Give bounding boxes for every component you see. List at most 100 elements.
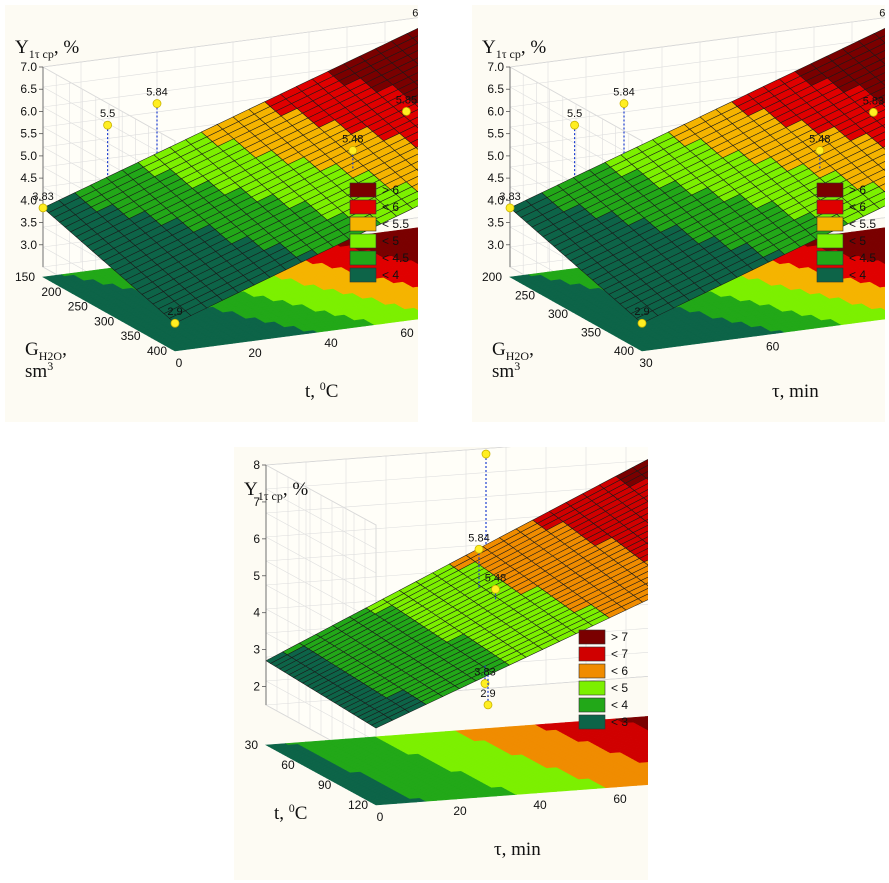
point-label: 5.84	[468, 532, 489, 544]
point-label: 3.83	[499, 191, 520, 203]
y-tick-label: 120	[348, 798, 368, 812]
legend-swatch	[578, 714, 606, 730]
y-tick-label: 400	[614, 344, 634, 358]
legend-label: < 6	[611, 664, 628, 678]
point-label: 2.9	[634, 306, 649, 318]
y-tick-label: 300	[94, 314, 114, 328]
y-tick-label: 350	[121, 329, 141, 343]
y-axis-unit: sm3	[492, 359, 520, 382]
y-tick-label: 60	[281, 758, 295, 772]
y-axis: 30 60 90 120	[245, 738, 369, 812]
z-tick-label: 3.0	[20, 238, 37, 252]
legend-label: < 7	[611, 647, 628, 661]
z-tick-label: 4	[253, 606, 260, 620]
y-axis-title: GH2O,	[492, 339, 534, 363]
z-tick-label: 8	[253, 458, 260, 472]
point-label: 2.9	[480, 688, 495, 700]
point-label: 6.83	[412, 8, 418, 20]
data-point	[103, 120, 112, 130]
y-axis: 150 200 250 300 350 400	[15, 270, 167, 358]
z-tick-label: 3.0	[487, 238, 504, 252]
z-tick-label: 2	[253, 680, 260, 694]
surface-svg: 3.03.54.04.55.05.56.06.57.00204060801001…	[15, 8, 418, 402]
point-label: 5.85	[475, 447, 496, 449]
x-axis-title: t, 0C	[305, 379, 338, 402]
legend-label: < 4	[849, 268, 866, 282]
y-tick-label: 250	[68, 300, 88, 314]
observation-points: 5.5 5.84 3.83 2.9 5.48 5.83 6.83	[499, 8, 885, 328]
z-tick-label: 6.5	[487, 82, 504, 96]
x-tick-label: 0	[377, 810, 384, 824]
y-tick-label: 350	[581, 326, 601, 340]
legend-label: < 3	[611, 715, 628, 729]
legend-swatch	[349, 182, 377, 198]
z-tick-label: 3.5	[20, 216, 37, 230]
z-tick-label: 6.0	[487, 104, 504, 118]
legend-label: < 5	[611, 681, 628, 695]
legend: > 7 < 7 < 6 < 5 < 4 < 3	[578, 629, 628, 730]
data-point	[491, 584, 500, 594]
x-axis: 020406080100	[377, 792, 627, 824]
observation-points: 5.85 5.84 5.48 3.83 2.9	[468, 447, 506, 710]
z-tick-label: 7.0	[487, 60, 504, 74]
y-tick-label: 400	[147, 344, 167, 358]
data-point	[474, 544, 484, 554]
data-point	[815, 146, 825, 155]
z-axis: 3.0 3.5 4.0 4.5 5.0 5.5 6.0 6.5 7.0	[487, 60, 511, 267]
observation-points: 5.5 5.84 3.83 2.9 5.48 5.85 6.83	[32, 8, 418, 328]
y-tick-label: 30	[245, 738, 259, 752]
y-tick-label: 90	[318, 778, 332, 792]
x-tick-label: 40	[533, 798, 547, 812]
z-tick-label: 5.0	[487, 149, 504, 163]
legend-label: > 6	[849, 183, 866, 197]
y-tick-label: 200	[41, 285, 61, 299]
floor-contour	[264, 716, 648, 806]
legend-swatch	[349, 199, 377, 215]
legend-swatch	[816, 233, 844, 249]
data-point	[480, 679, 490, 688]
z-tick-label: 3	[253, 643, 260, 657]
x-tick-label: 60	[766, 339, 780, 353]
legend-label: < 4.5	[382, 251, 409, 265]
legend-label: < 4.5	[849, 251, 876, 265]
data-point	[570, 120, 579, 130]
z-tick-label: 5.5	[487, 127, 504, 141]
data-point	[152, 99, 162, 108]
y-axis-unit: sm3	[25, 359, 53, 382]
point-label: 6.83	[879, 8, 885, 20]
y-tick-label: 150	[15, 270, 35, 284]
z-axis-title: Y1τ ср, %	[15, 37, 79, 61]
legend-swatch	[349, 216, 377, 232]
legend-label: > 7	[611, 630, 628, 644]
legend-label: < 6	[849, 200, 866, 214]
legend-swatch	[816, 182, 844, 198]
data-point	[348, 146, 358, 155]
x-tick-label: 30	[639, 356, 653, 370]
legend-label: < 6	[382, 200, 399, 214]
z-axis-title: Y1τ ср, %	[482, 37, 546, 61]
x-axis: 020406080100	[176, 326, 414, 370]
point-label: 5.84	[613, 87, 634, 99]
x-tick-label: 40	[324, 336, 338, 350]
surface-plot-time-temperature: 23456780204060801003060901205.855.845.48…	[234, 447, 648, 880]
z-axis-title: Y1τ ср, %	[244, 479, 308, 503]
legend-swatch	[578, 629, 606, 645]
x-tick-label: 60	[400, 326, 414, 340]
surface-mesh	[265, 458, 648, 729]
z-tick-label: 6.5	[20, 82, 37, 96]
z-tick-label: 5.5	[20, 127, 37, 141]
point-label: 5.48	[485, 572, 506, 584]
y-tick-label: 250	[515, 289, 535, 303]
surface-svg: 23456780204060801003060901205.855.845.48…	[244, 447, 648, 860]
z-tick-label: 4.0	[20, 193, 37, 207]
legend: > 6 < 6 < 5.5 < 5 < 4.5 < 4	[349, 182, 409, 283]
y-tick-label: 300	[548, 307, 568, 321]
y-axis-title: GH2O,	[25, 339, 67, 363]
x-tick-label: 0	[176, 356, 183, 370]
data-point	[637, 318, 647, 328]
point-label: 5.85	[396, 94, 417, 106]
legend-swatch	[816, 267, 844, 283]
legend-label: > 6	[382, 183, 399, 197]
